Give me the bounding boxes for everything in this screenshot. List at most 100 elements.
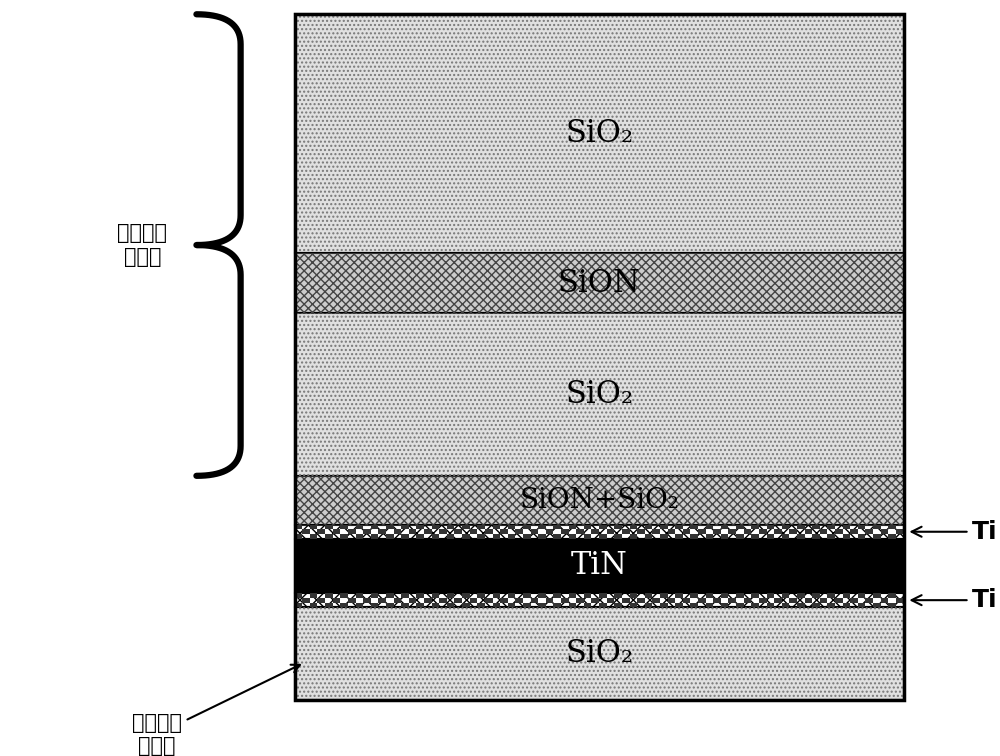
Text: Ti: Ti [912, 519, 998, 544]
Bar [721, 525, 728, 529]
Bar [439, 598, 447, 603]
Bar [462, 603, 470, 607]
Bar [508, 534, 515, 539]
Bar [576, 598, 584, 603]
Bar [310, 534, 317, 539]
Bar [858, 603, 865, 607]
Bar [865, 598, 873, 603]
Bar [295, 476, 904, 525]
Bar [599, 603, 607, 607]
Bar [721, 603, 728, 607]
Bar [416, 603, 424, 607]
Bar [515, 598, 523, 603]
Bar [850, 529, 858, 534]
Bar [843, 603, 850, 607]
Bar [394, 529, 401, 534]
Bar [782, 525, 789, 529]
Bar [759, 529, 767, 534]
Bar [394, 598, 401, 603]
Bar [782, 593, 789, 598]
Bar [690, 593, 698, 598]
Bar [553, 534, 561, 539]
Bar [805, 529, 812, 534]
Bar [599, 525, 607, 529]
Bar [751, 534, 759, 539]
Bar [325, 534, 333, 539]
Bar [774, 598, 782, 603]
Bar [637, 598, 645, 603]
Bar [630, 603, 637, 607]
Bar [348, 529, 356, 534]
Bar [477, 525, 485, 529]
Bar [477, 593, 485, 598]
Bar [827, 593, 835, 598]
Bar [295, 607, 904, 699]
Bar [675, 525, 683, 529]
Bar [881, 529, 888, 534]
Bar [645, 603, 652, 607]
Bar [325, 593, 333, 598]
Text: TiN: TiN [571, 550, 628, 581]
Bar [553, 593, 561, 598]
Bar [728, 529, 736, 534]
Bar [744, 529, 751, 534]
Bar [302, 529, 310, 534]
Bar [881, 598, 888, 603]
Bar [751, 525, 759, 529]
Bar [295, 539, 904, 593]
Bar [485, 598, 493, 603]
Bar [485, 529, 493, 534]
Bar [409, 598, 416, 603]
Bar [295, 593, 904, 607]
Bar [508, 603, 515, 607]
Bar [295, 593, 302, 598]
Bar [295, 253, 904, 313]
Bar [728, 598, 736, 603]
Bar [751, 603, 759, 607]
Bar [690, 525, 698, 529]
Bar [569, 534, 576, 539]
Bar [721, 534, 728, 539]
Bar [538, 534, 546, 539]
Bar [363, 598, 371, 603]
Bar [348, 598, 356, 603]
Bar [553, 603, 561, 607]
Bar [386, 525, 394, 529]
Text: SiON: SiON [558, 268, 640, 299]
Bar [493, 525, 500, 529]
Bar [477, 603, 485, 607]
Bar [888, 525, 896, 529]
Bar [820, 529, 827, 534]
Bar [789, 529, 797, 534]
Bar [782, 603, 789, 607]
Bar [561, 529, 569, 534]
Bar [340, 603, 348, 607]
Bar [630, 534, 637, 539]
Bar [295, 525, 904, 539]
Bar [356, 593, 363, 598]
Bar [843, 525, 850, 529]
Bar [531, 598, 538, 603]
Bar [546, 598, 553, 603]
Bar [454, 529, 462, 534]
Bar [607, 598, 614, 603]
Bar [683, 598, 690, 603]
Bar [888, 593, 896, 598]
Bar [295, 313, 904, 476]
Bar [371, 593, 378, 598]
Bar [432, 534, 439, 539]
Text: Ti: Ti [912, 588, 998, 612]
Bar [645, 525, 652, 529]
Bar [295, 603, 302, 607]
Bar [668, 598, 675, 603]
Bar [401, 525, 409, 529]
Bar [736, 525, 744, 529]
Bar [767, 525, 774, 529]
Bar [477, 534, 485, 539]
Bar [340, 525, 348, 529]
Bar [858, 534, 865, 539]
Bar [767, 534, 774, 539]
Bar [401, 593, 409, 598]
Bar [356, 525, 363, 529]
Bar [569, 603, 576, 607]
